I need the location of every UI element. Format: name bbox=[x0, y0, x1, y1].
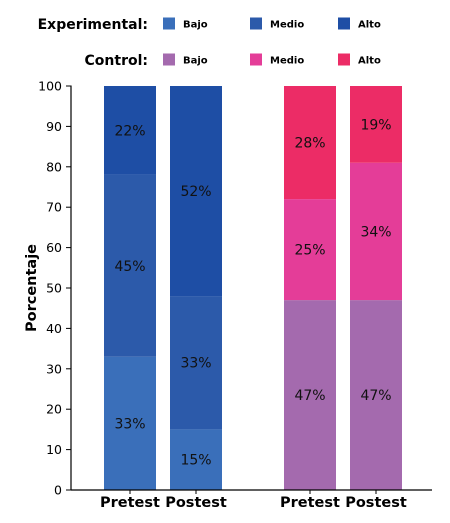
legend-title-control: Control: bbox=[85, 53, 148, 69]
data-label: 47% bbox=[360, 388, 391, 404]
bar-segment-control-postest-bajo bbox=[350, 300, 402, 490]
bar-segment-experimental-postest-alto bbox=[170, 86, 222, 297]
bar-segment-experimental-pretest-bajo bbox=[104, 356, 156, 490]
y-tick-label: 30 bbox=[46, 361, 62, 376]
y-tick-label: 70 bbox=[46, 200, 62, 215]
data-label: 25% bbox=[294, 243, 325, 259]
data-label: 15% bbox=[180, 453, 211, 469]
legend-swatch-alto bbox=[338, 17, 350, 30]
legend-label-alto: Alto bbox=[358, 20, 381, 31]
y-tick-label: 20 bbox=[46, 402, 62, 417]
y-tick-label: 80 bbox=[46, 159, 62, 174]
bar-segment-experimental-pretest-alto bbox=[104, 86, 156, 175]
y-tick-label: 0 bbox=[54, 483, 62, 498]
legend-label-medio: Medio bbox=[270, 20, 304, 31]
legend-label-medio: Medio bbox=[270, 56, 304, 67]
x-tick-label: Pretest bbox=[280, 495, 340, 511]
y-tick-label: 10 bbox=[46, 442, 62, 457]
bar-segment-control-pretest-medio bbox=[284, 199, 336, 301]
bar-segment-control-postest-alto bbox=[350, 86, 402, 163]
legend-label-bajo: Bajo bbox=[183, 56, 208, 67]
data-label: 34% bbox=[360, 224, 391, 240]
x-tick-label: Pretest bbox=[100, 495, 160, 511]
bar-segment-control-postest-medio bbox=[350, 162, 402, 301]
bar-segment-experimental-pretest-medio bbox=[104, 174, 156, 357]
bar-segment-experimental-postest-medio bbox=[170, 296, 222, 430]
y-axis-title: Porcentaje bbox=[24, 244, 40, 332]
data-label: 33% bbox=[114, 416, 145, 432]
y-tick-label: 90 bbox=[46, 119, 62, 134]
y-tick-label: 40 bbox=[46, 321, 62, 336]
data-label: 19% bbox=[360, 117, 391, 133]
data-label: 52% bbox=[180, 184, 211, 200]
plot-area: 33% 45% 22% 15% 33% 52% 47% 25% 28% 47% 34% 19% bbox=[104, 86, 402, 490]
bar-segment-experimental-postest-bajo bbox=[170, 429, 222, 490]
legend-swatch-medio bbox=[250, 17, 262, 30]
legend-swatch-medio bbox=[250, 53, 262, 66]
bar-segment-control-pretest-alto bbox=[284, 86, 336, 200]
legend-swatch-alto bbox=[338, 53, 350, 66]
axes: Pretest Postest Pretest Postest 0 10 20 30 40 50 6… bbox=[24, 79, 432, 511]
legend-label-bajo: Bajo bbox=[183, 20, 208, 31]
data-label: 47% bbox=[294, 388, 325, 404]
x-tick-label: Postest bbox=[345, 495, 407, 511]
x-tick-label: Postest bbox=[165, 495, 227, 511]
legend-swatch-bajo bbox=[163, 17, 175, 30]
legend-label-alto: Alto bbox=[358, 56, 381, 67]
data-label: 33% bbox=[180, 356, 211, 372]
data-label: 22% bbox=[114, 123, 145, 139]
y-tick-label: 50 bbox=[46, 281, 62, 296]
bar-segment-control-pretest-bajo bbox=[284, 300, 336, 490]
legend: Experimental: Bajo Medio Alto Control: Bajo Me… bbox=[38, 17, 381, 69]
y-tick-label: 60 bbox=[46, 240, 62, 255]
data-label: 45% bbox=[114, 259, 145, 275]
y-tick-label: 100 bbox=[38, 79, 62, 94]
legend-swatch-bajo bbox=[163, 53, 175, 66]
legend-title-experimental: Experimental: bbox=[38, 17, 148, 33]
data-label: 28% bbox=[294, 136, 325, 152]
